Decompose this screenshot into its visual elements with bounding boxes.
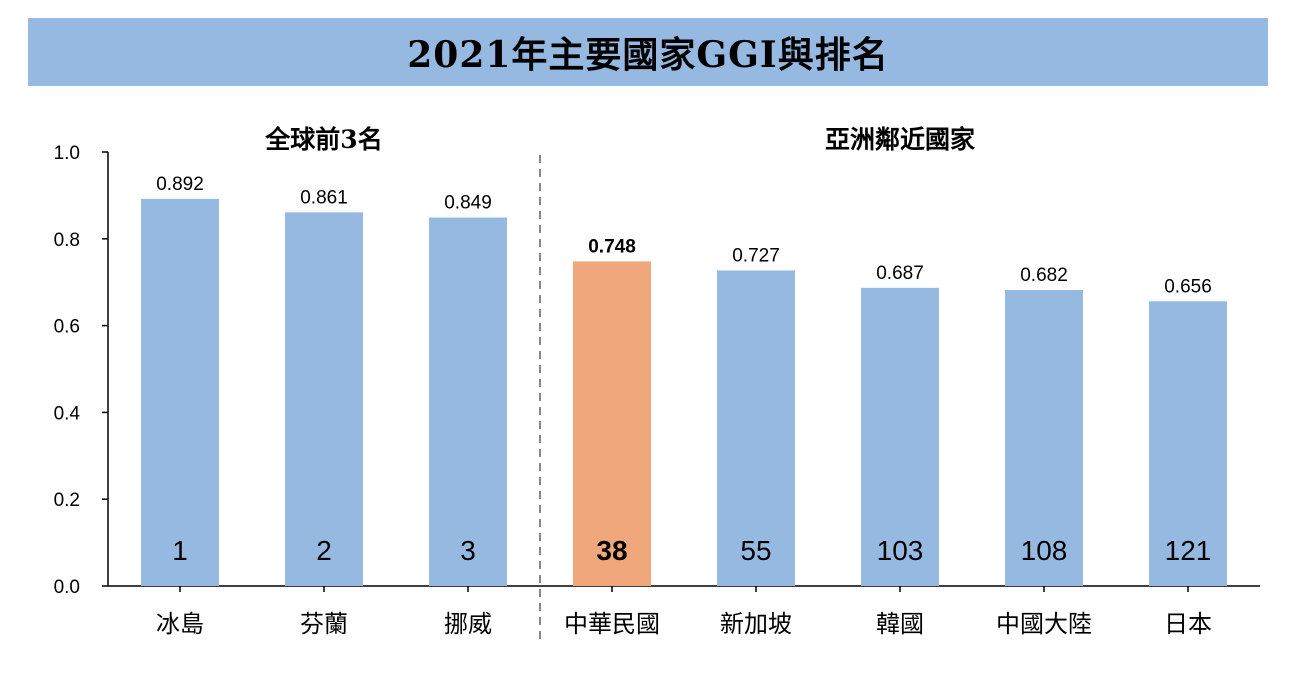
y-tick-label: 0.0 [54,577,80,598]
bar-value-label: 0.849 [444,193,492,214]
bar [1149,301,1227,586]
group-label: 全球前3名 [264,125,382,154]
x-category-label: 中國大陸 [996,610,1092,638]
x-category-label: 挪威 [444,610,492,638]
group-label: 亞洲鄰近國家 [825,125,975,154]
x-category-label: 芬蘭 [300,610,348,638]
y-tick-label: 0.2 [54,490,80,511]
bar [285,212,363,587]
bar-value-label: 0.656 [1164,276,1212,297]
title-banner: 2021年主要國家GGI與排名 [28,18,1268,86]
bar [861,287,939,586]
bar-value-label: 0.861 [300,187,348,208]
bar [141,198,219,586]
bar [573,261,651,586]
bar-value-label: 0.748 [588,236,636,257]
bar-value-label: 0.892 [156,174,204,195]
bar-rank-label: 55 [740,535,771,566]
bar-value-label: 0.682 [1020,265,1068,286]
bar [429,217,507,586]
bar-rank-label: 1 [172,535,188,566]
x-category-label: 新加坡 [720,610,792,638]
y-tick-label: 0.6 [54,317,80,338]
x-category-label: 日本 [1164,610,1212,638]
chart-title: 2021年主要國家GGI與排名 [407,34,889,76]
bar-value-label: 0.727 [732,245,780,266]
bar-rank-label: 3 [460,535,476,566]
bar-rank-label: 38 [596,535,627,566]
bar-rank-label: 103 [877,535,924,566]
y-tick-label: 0.4 [54,403,81,424]
bar-rank-label: 121 [1165,535,1212,566]
x-category-label: 韓國 [876,610,924,638]
bar-rank-label: 108 [1021,535,1068,566]
bar [1005,290,1083,586]
x-category-label: 中華民國 [564,610,660,638]
bar-rank-label: 2 [316,535,332,566]
y-tick-label: 0.8 [54,230,80,251]
x-category-label: 冰島 [156,610,204,638]
bar-value-label: 0.687 [876,263,924,284]
y-tick-label: 1.0 [54,143,80,164]
bar [717,270,795,586]
